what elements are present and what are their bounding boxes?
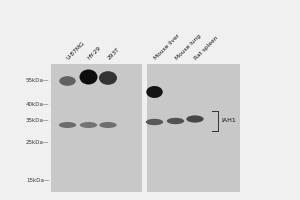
Text: 40kDa—: 40kDa— bbox=[26, 102, 50, 108]
Text: U-87MG: U-87MG bbox=[66, 41, 86, 61]
Bar bbox=[51, 64, 142, 192]
Text: 15kDa—: 15kDa— bbox=[26, 178, 50, 184]
Text: HY-29: HY-29 bbox=[87, 46, 103, 61]
Ellipse shape bbox=[146, 119, 163, 125]
Text: 35kDa—: 35kDa— bbox=[26, 118, 50, 123]
Ellipse shape bbox=[146, 86, 163, 98]
Text: Rat spleen: Rat spleen bbox=[194, 35, 219, 61]
Ellipse shape bbox=[59, 122, 76, 128]
Ellipse shape bbox=[99, 122, 117, 128]
Text: 25kDa—: 25kDa— bbox=[26, 140, 50, 146]
Ellipse shape bbox=[80, 70, 98, 84]
Text: Mouse lung: Mouse lung bbox=[174, 33, 202, 61]
Ellipse shape bbox=[99, 71, 117, 85]
Ellipse shape bbox=[167, 118, 184, 124]
Ellipse shape bbox=[186, 115, 204, 123]
Text: Mouse liver: Mouse liver bbox=[153, 33, 181, 61]
Text: 55kDa—: 55kDa— bbox=[26, 77, 50, 82]
Ellipse shape bbox=[80, 122, 97, 128]
Text: IAH1: IAH1 bbox=[221, 118, 236, 123]
Bar bbox=[147, 64, 240, 192]
Text: 293T: 293T bbox=[106, 47, 121, 61]
Ellipse shape bbox=[59, 76, 76, 86]
